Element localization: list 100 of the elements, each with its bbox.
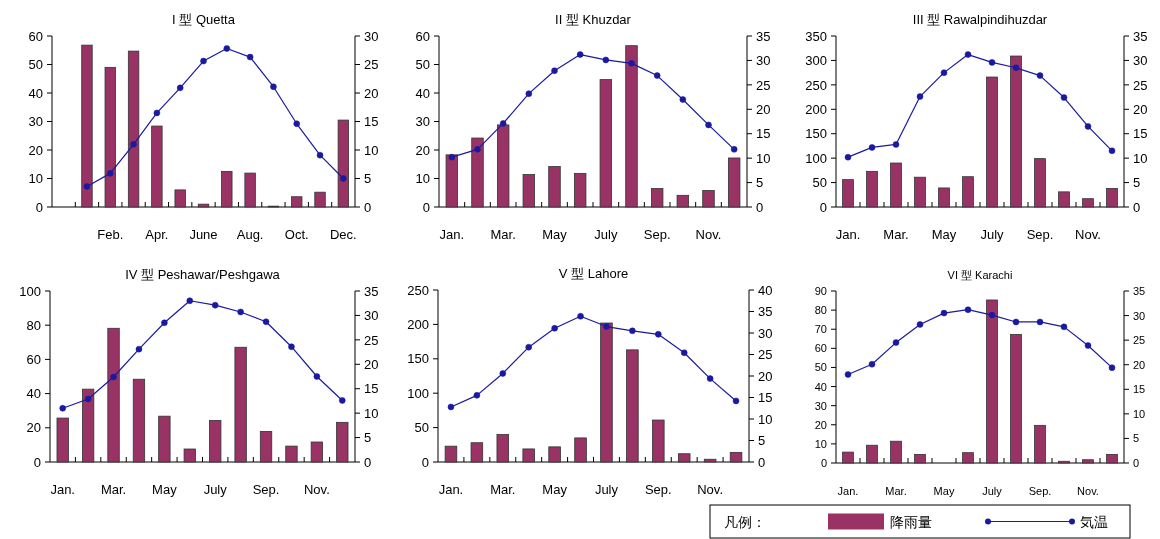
bar xyxy=(599,79,613,208)
point xyxy=(270,83,277,90)
bar xyxy=(986,299,998,464)
point xyxy=(679,96,687,103)
y2-tick-label: 35 xyxy=(758,304,773,320)
chart-title: III 型 Rawalpindihuzdar xyxy=(912,12,1048,27)
point xyxy=(153,109,161,117)
point xyxy=(1012,318,1020,326)
y-tick-label: 30 xyxy=(28,114,43,130)
y-tick-label: 40 xyxy=(415,85,430,101)
y-tick-label: 10 xyxy=(415,171,430,187)
y2-tick-label: 35 xyxy=(1133,28,1148,44)
point xyxy=(1108,364,1116,371)
bar xyxy=(522,174,536,208)
x-tick-label: Feb. xyxy=(97,227,124,242)
chart-title: VI 型 Karachi xyxy=(947,269,1013,281)
point xyxy=(499,370,507,377)
y2-tick-label: 15 xyxy=(756,126,771,142)
point xyxy=(339,397,346,404)
x-tick-label: Jan. xyxy=(835,227,861,242)
y2-tick-label: 20 xyxy=(758,368,773,384)
point xyxy=(705,121,712,129)
point xyxy=(223,45,231,52)
bar xyxy=(702,190,715,208)
y-tick-label: 50 xyxy=(814,361,827,374)
point xyxy=(130,141,137,148)
y2-tick-label: 15 xyxy=(758,390,773,406)
bar xyxy=(158,415,171,463)
point xyxy=(628,60,635,67)
point xyxy=(988,59,996,66)
y-tick-label: 20 xyxy=(814,418,827,431)
bar xyxy=(986,76,998,208)
point xyxy=(602,56,610,64)
point xyxy=(313,373,321,380)
y-tick-label: 0 xyxy=(422,199,430,215)
bar xyxy=(866,444,878,464)
bar xyxy=(676,194,690,208)
y2-tick-label: 25 xyxy=(758,347,773,363)
point xyxy=(448,153,456,161)
y2-tick-label: 10 xyxy=(756,150,771,166)
point xyxy=(186,297,194,305)
y-tick-label: 30 xyxy=(415,114,430,130)
bar xyxy=(244,172,256,208)
y-tick-label: 100 xyxy=(407,385,429,401)
y-tick-label: 40 xyxy=(28,85,43,101)
bar xyxy=(151,125,163,208)
point xyxy=(577,312,584,320)
y-tick-label: 60 xyxy=(26,352,41,368)
bar xyxy=(221,170,233,208)
x-tick-label: Jan. xyxy=(837,485,859,497)
y2-tick-label: 0 xyxy=(1133,456,1140,469)
x-tick-label: May xyxy=(542,482,568,497)
bar xyxy=(259,430,273,463)
y-tick-label: 150 xyxy=(805,126,827,142)
bar xyxy=(842,451,854,464)
y2-tick-label: 35 xyxy=(364,283,379,299)
y-tick-label: 20 xyxy=(415,142,430,158)
point xyxy=(551,67,558,74)
point xyxy=(1084,123,1092,130)
x-tick-label: Mar. xyxy=(883,227,909,242)
y-tick-label: 60 xyxy=(415,28,430,44)
bar xyxy=(82,388,95,463)
y2-tick-label: 30 xyxy=(756,53,771,69)
bar xyxy=(107,327,120,463)
point xyxy=(161,319,168,327)
chart-title: V 型 Lahore xyxy=(558,266,629,281)
y2-tick-label: 20 xyxy=(364,356,379,372)
y2-tick-label: 25 xyxy=(756,77,771,93)
x-tick-label: Sep. xyxy=(644,482,672,497)
point xyxy=(892,141,900,148)
point xyxy=(1036,318,1044,326)
point xyxy=(1060,94,1068,101)
bar xyxy=(291,196,303,208)
y-tick-label: 100 xyxy=(19,283,41,299)
point xyxy=(135,345,143,353)
y-tick-label: 200 xyxy=(407,317,429,333)
bar xyxy=(1058,191,1070,208)
point xyxy=(474,146,481,153)
y-tick-label: 50 xyxy=(414,420,429,436)
x-tick-label: June xyxy=(189,227,218,242)
bar xyxy=(625,45,638,208)
y2-tick-label: 10 xyxy=(1133,150,1148,166)
point xyxy=(988,311,996,319)
bar xyxy=(471,137,484,208)
y2-tick-label: 0 xyxy=(364,454,372,470)
y2-tick-label: 10 xyxy=(758,411,773,427)
y2-tick-label: 5 xyxy=(756,175,764,191)
y2-tick-label: 20 xyxy=(756,101,771,117)
point xyxy=(844,371,852,378)
bar xyxy=(1010,333,1022,464)
bar xyxy=(445,154,459,208)
point xyxy=(176,84,184,92)
y-tick-label: 50 xyxy=(812,175,827,191)
y2-tick-label: 10 xyxy=(1133,407,1146,420)
y2-tick-label: 30 xyxy=(364,308,379,324)
x-tick-label: July xyxy=(203,482,228,497)
bar xyxy=(866,170,878,208)
y-tick-label: 0 xyxy=(35,199,43,215)
y2-tick-label: 15 xyxy=(1133,126,1148,142)
bar xyxy=(1082,459,1094,464)
